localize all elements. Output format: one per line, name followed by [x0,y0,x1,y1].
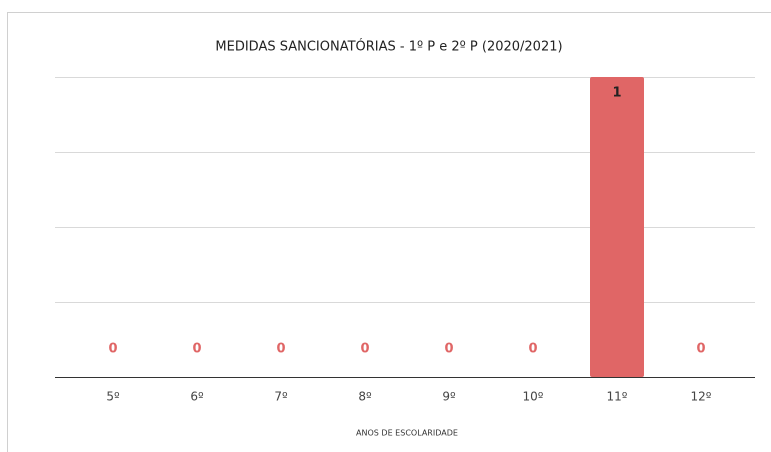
bar [590,77,644,377]
x-tick-label: 7º [274,390,288,404]
x-tick-label: 8º [358,390,372,404]
data-label: 0 [696,342,705,357]
data-label: 0 [276,342,285,357]
data-label: 0 [528,342,537,357]
x-tick-label: 6º [190,390,204,404]
x-tick-label: 10º [523,390,544,404]
x-tick-label: 9º [442,390,456,404]
data-label: 0 [360,342,369,357]
chart-title: MEDIDAS SANCIONATÓRIAS - 1º P e 2º P (20… [215,39,562,55]
x-axis-label: ANOS DE ESCOLARIDADE [356,429,458,438]
data-label: 0 [108,342,117,357]
x-tick-label: 11º [607,390,628,404]
data-label: 0 [444,342,453,357]
data-label: 1 [612,86,621,101]
data-label: 0 [192,342,201,357]
chart-frame [7,12,771,452]
x-tick-label: 5º [106,390,120,404]
x-tick-label: 12º [691,390,712,404]
